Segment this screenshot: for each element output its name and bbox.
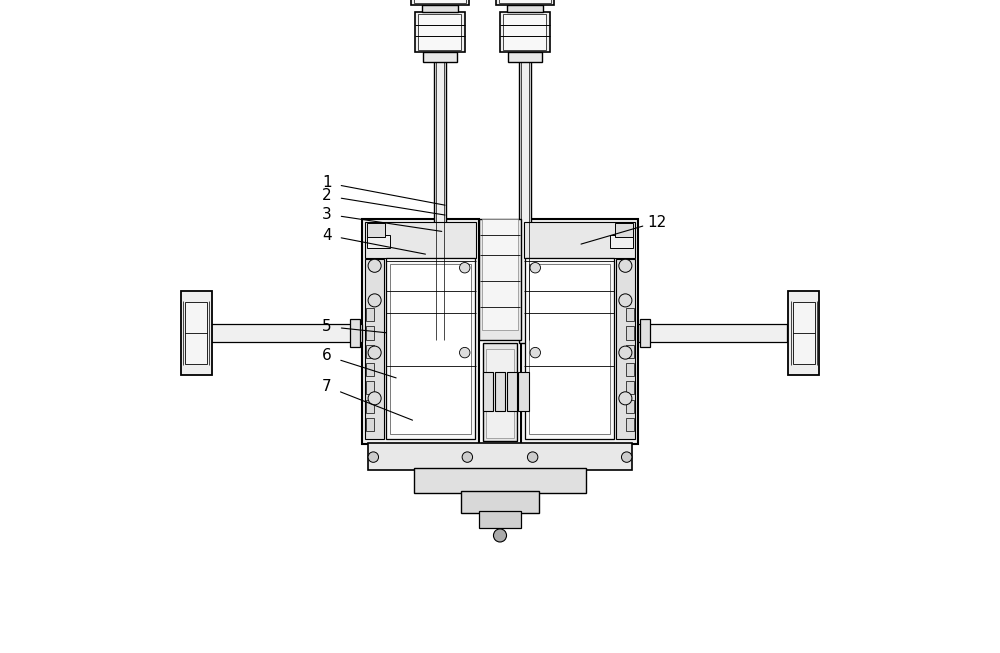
Bar — [367, 223, 385, 237]
Bar — [483, 343, 517, 441]
Bar — [496, 0, 554, 5]
Bar — [615, 223, 633, 237]
Circle shape — [460, 263, 470, 273]
Bar — [616, 259, 635, 439]
Bar — [423, 52, 457, 62]
Bar — [362, 219, 479, 444]
Circle shape — [619, 392, 632, 405]
Bar — [640, 319, 650, 347]
Circle shape — [368, 392, 381, 405]
Bar — [211, 324, 362, 342]
Bar — [525, 258, 614, 439]
Bar — [793, 302, 815, 364]
Bar — [366, 418, 374, 431]
Bar — [366, 326, 374, 340]
Circle shape — [619, 259, 632, 272]
Bar — [366, 308, 374, 321]
Circle shape — [368, 259, 381, 272]
Bar — [626, 308, 634, 321]
Text: 5: 5 — [322, 319, 332, 334]
Bar — [524, 222, 635, 258]
Text: 6: 6 — [322, 349, 332, 363]
Bar — [500, 12, 550, 52]
Bar — [181, 291, 212, 375]
Circle shape — [368, 294, 381, 307]
Bar — [414, 468, 586, 493]
Bar — [626, 363, 634, 376]
Text: 1: 1 — [322, 176, 332, 190]
Bar — [521, 219, 638, 444]
Bar — [365, 222, 476, 258]
Bar — [626, 345, 634, 358]
Circle shape — [368, 346, 381, 359]
Bar — [461, 491, 539, 513]
Bar — [495, 372, 505, 411]
Bar — [366, 363, 374, 376]
Bar — [626, 418, 634, 431]
Circle shape — [619, 346, 632, 359]
Text: 7: 7 — [322, 379, 332, 394]
Bar — [411, 0, 469, 5]
Circle shape — [460, 347, 470, 358]
Bar — [508, 52, 542, 62]
Bar — [519, 59, 531, 343]
Bar — [507, 5, 543, 12]
Circle shape — [619, 294, 632, 307]
Bar — [365, 259, 384, 439]
Bar — [626, 400, 634, 413]
Bar — [366, 381, 374, 394]
Bar — [415, 12, 465, 52]
Circle shape — [621, 452, 632, 462]
Bar — [185, 302, 207, 364]
Circle shape — [530, 263, 540, 273]
Bar — [422, 5, 458, 12]
Bar — [610, 235, 633, 248]
Bar — [479, 219, 521, 340]
Text: 2: 2 — [322, 189, 332, 203]
Circle shape — [368, 452, 379, 462]
Bar — [503, 14, 546, 50]
Bar — [626, 381, 634, 394]
Bar — [482, 219, 518, 330]
Bar — [414, 0, 466, 3]
Bar — [418, 14, 461, 50]
Bar — [626, 326, 634, 340]
Text: 3: 3 — [322, 207, 332, 221]
Bar — [386, 258, 475, 439]
Bar — [483, 372, 493, 411]
Circle shape — [530, 347, 540, 358]
Bar — [518, 372, 529, 411]
Bar — [479, 511, 521, 528]
Bar — [499, 0, 551, 3]
Bar — [366, 400, 374, 413]
Bar — [788, 291, 819, 375]
Bar — [366, 345, 374, 358]
Bar — [367, 235, 390, 248]
Text: 4: 4 — [322, 228, 332, 242]
Bar — [368, 443, 632, 470]
Bar — [486, 349, 514, 438]
Bar — [390, 264, 471, 434]
Bar — [507, 372, 517, 411]
Circle shape — [493, 529, 507, 542]
Bar — [350, 319, 360, 347]
Text: 12: 12 — [647, 215, 666, 229]
Bar — [529, 264, 610, 434]
Bar — [434, 59, 446, 343]
Circle shape — [462, 452, 473, 462]
Bar — [638, 324, 787, 342]
Circle shape — [527, 452, 538, 462]
